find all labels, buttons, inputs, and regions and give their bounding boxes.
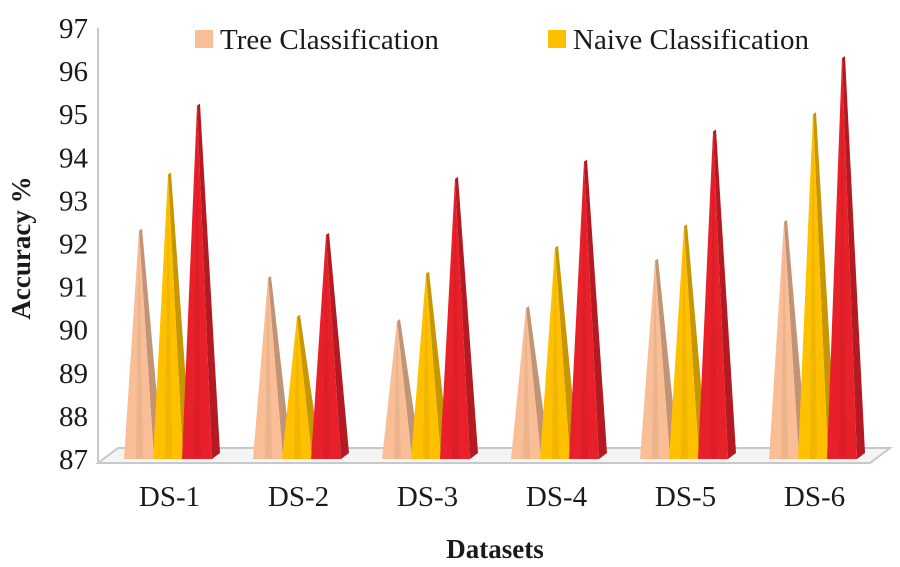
y-tick-label: 95 [59,99,88,131]
y-tick-label: 97 [59,13,88,45]
cone-highlight [581,165,588,460]
x-axis-title: Datasets [446,534,543,564]
y-tick-label: 89 [59,358,88,390]
x-category-label: DS-6 [784,481,845,513]
cone-highlight [265,281,272,459]
cone-highlight [781,225,788,459]
chart-marks [124,56,865,460]
cone-highlight [323,238,330,459]
cone-highlight [294,320,301,459]
x-category-label: DS-5 [655,481,716,513]
cone-side [455,176,478,459]
y-tick-label: 92 [59,229,88,261]
y-tick-label: 91 [59,272,88,304]
cone-side [326,232,349,459]
y-tick-label: 90 [59,315,88,347]
cone-highlight [165,178,172,460]
x-category-label: DS-2 [268,481,329,513]
cone-highlight [423,277,430,459]
cone-highlight [523,312,530,459]
cone-highlight [681,230,688,459]
y-axis-title: Accuracy % [6,176,36,319]
cone-highlight [839,62,846,460]
x-category-label: DS-1 [139,481,200,513]
cone-side [584,159,607,460]
cone-side [713,129,736,459]
cone-highlight [452,182,459,459]
legend-label-naive: Naive Classification [573,24,809,56]
cone-highlight [652,264,659,459]
legend-swatch-naive [548,30,566,48]
cone-highlight [194,109,201,459]
cone-highlight [394,325,401,459]
y-tick-label: 88 [59,401,88,433]
cone-highlight [552,251,559,459]
legend-label-tree: Tree Classification [220,24,439,56]
y-tick-label: 93 [59,185,88,217]
cone-side [197,103,220,459]
legend-swatch-tree [195,30,213,48]
cone-highlight [136,234,143,459]
cone-highlight [810,118,817,459]
y-tick-label: 87 [59,444,88,476]
legend: Tree Classification Naive Classification [195,24,809,56]
y-tick-label: 96 [59,56,88,88]
x-category-label: DS-3 [397,481,458,513]
y-axis-ticks: 87 88 89 90 91 92 93 94 95 96 97 [59,13,89,476]
cone-side [842,56,865,460]
x-category-label: DS-4 [526,481,588,513]
x-axis-categories: DS-1 DS-2 DS-3 DS-4 DS-5 DS-6 [139,481,845,513]
y-tick-label: 94 [59,142,89,174]
cone-side [268,275,291,459]
cone-highlight [710,135,717,459]
